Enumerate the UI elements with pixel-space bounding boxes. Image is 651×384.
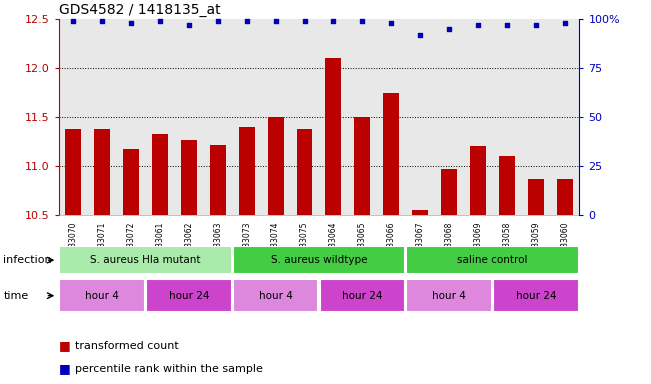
Bar [326,58,341,215]
Point [386,20,396,26]
Text: hour 24: hour 24 [516,291,556,301]
Bar [233,279,318,312]
Bar [233,247,405,274]
Point [560,20,570,26]
Bar [528,179,544,215]
Point [299,18,310,24]
Bar [94,129,110,215]
Point [502,22,512,28]
Point [126,20,136,26]
Text: time: time [3,291,29,301]
Text: transformed count: transformed count [75,341,178,351]
Point [184,22,194,28]
Bar [493,279,579,312]
Text: ■: ■ [59,339,70,352]
Bar [210,144,226,215]
Point [473,22,483,28]
Text: hour 4: hour 4 [85,291,119,301]
Text: hour 24: hour 24 [169,291,209,301]
Point [415,32,426,38]
Bar [146,279,232,312]
Bar [383,93,399,215]
Text: ■: ■ [59,362,70,375]
Bar [59,247,232,274]
Bar [320,279,405,312]
Bar [65,129,81,215]
Text: percentile rank within the sample: percentile rank within the sample [75,364,263,374]
Point [357,18,368,24]
Bar [268,117,284,215]
Text: GDS4582 / 1418135_at: GDS4582 / 1418135_at [59,3,220,17]
Point [68,18,78,24]
Bar [406,279,492,312]
Bar [412,210,428,215]
Text: infection: infection [3,255,52,265]
Point [444,26,454,32]
Bar [123,149,139,215]
Bar [297,129,312,215]
Text: S. aureus Hla mutant: S. aureus Hla mutant [90,255,201,265]
Bar [406,247,579,274]
Bar [441,169,457,215]
Text: saline control: saline control [458,255,528,265]
Bar [354,117,370,215]
Bar [152,134,168,215]
Point [270,18,281,24]
Text: S. aureus wildtype: S. aureus wildtype [271,255,367,265]
Bar [499,156,515,215]
Bar [239,127,255,215]
Text: hour 4: hour 4 [258,291,292,301]
Text: hour 4: hour 4 [432,291,466,301]
Bar [470,147,486,215]
Point [212,18,223,24]
Bar [557,179,573,215]
Point [97,18,107,24]
Bar [181,140,197,215]
Point [328,18,339,24]
Bar [59,279,145,312]
Point [242,18,252,24]
Point [531,22,541,28]
Point [155,18,165,24]
Text: hour 24: hour 24 [342,291,383,301]
